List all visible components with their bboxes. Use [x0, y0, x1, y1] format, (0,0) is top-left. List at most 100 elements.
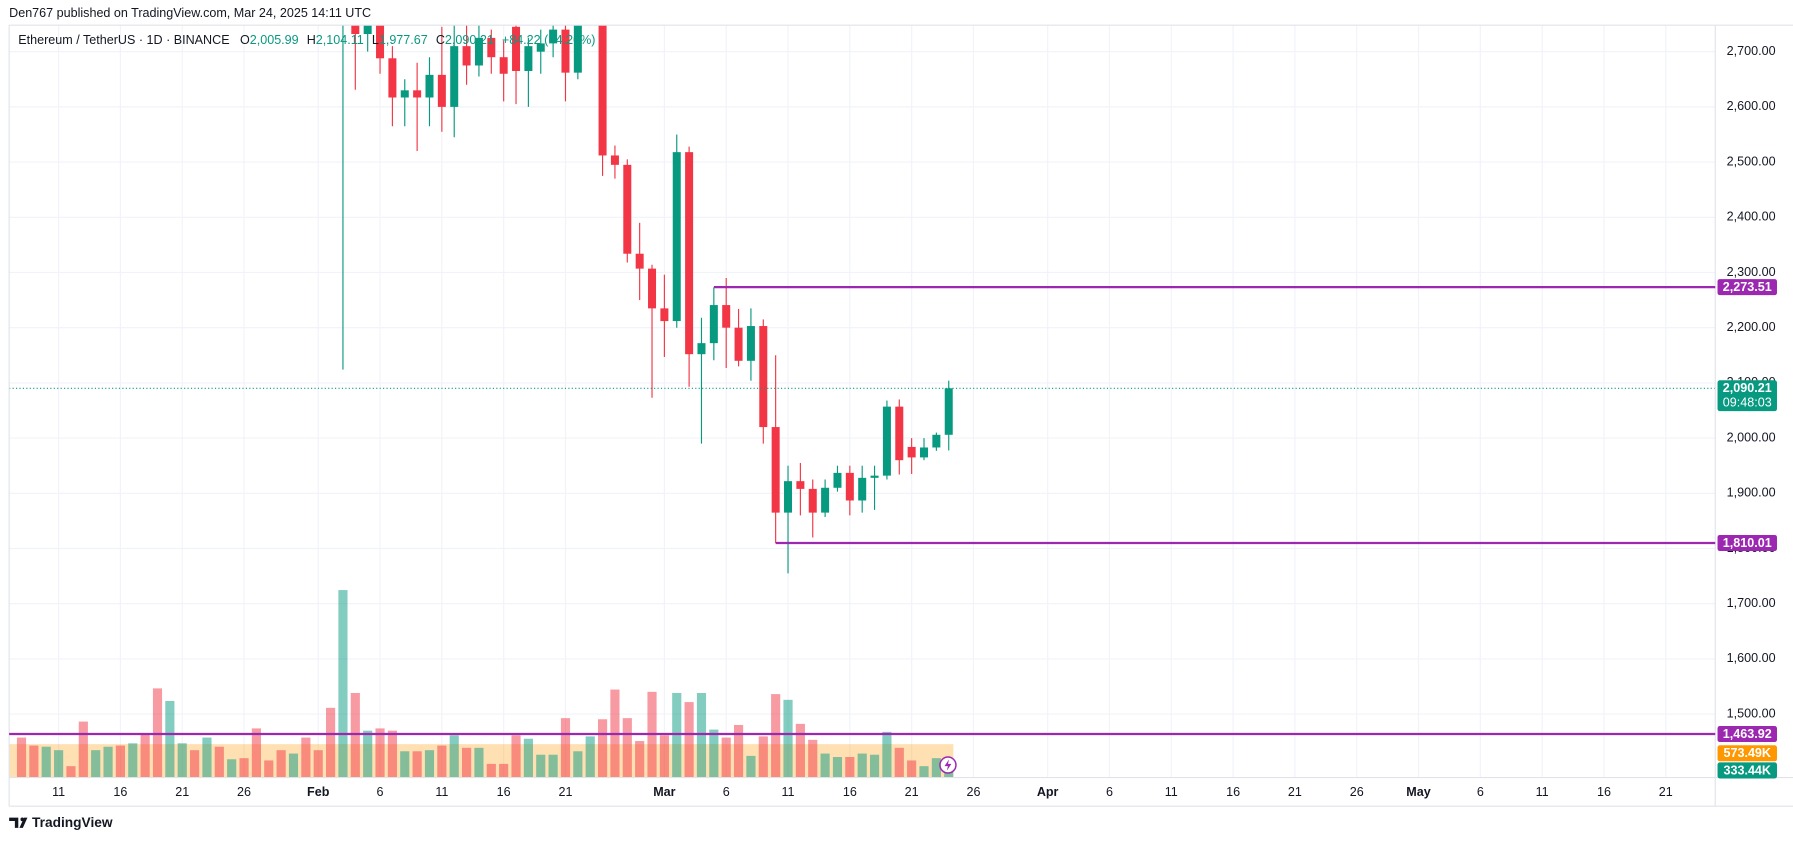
volume-bar [140, 734, 150, 778]
y-tick-label: 2,400.00 [1727, 210, 1776, 224]
volume-bar [78, 721, 88, 778]
volume-bar [672, 692, 682, 778]
y-tick-label: 1,900.00 [1727, 486, 1776, 500]
legend-value: 2,005.99 [250, 34, 299, 48]
volume-bar [313, 750, 323, 778]
level-label-box [1717, 534, 1777, 551]
volume-bar [795, 723, 805, 778]
level-label-box [1717, 279, 1777, 296]
candle-body [932, 434, 941, 448]
y-tick-label: 2,300.00 [1727, 265, 1776, 279]
volume-bar [474, 747, 484, 778]
last-price-box [1717, 380, 1777, 412]
candle-body [685, 152, 694, 355]
candle-body [672, 152, 681, 322]
volume-bar [919, 766, 929, 778]
volume-bar [227, 759, 237, 778]
candle-body [512, 26, 521, 71]
volume-bar [499, 763, 509, 778]
legend-key: H [307, 34, 316, 48]
level-label-box [1717, 726, 1777, 743]
volume-bar [869, 754, 880, 778]
level-label: 1,463.92 [1723, 727, 1772, 741]
footer: TradingView [32, 815, 113, 830]
legend-key: O [240, 34, 250, 48]
volume-bar [832, 757, 843, 778]
level-label: 2,273.51 [1723, 280, 1772, 294]
legend-key: L [372, 34, 379, 48]
x-tick-label: 21 [1288, 785, 1302, 799]
x-tick-label: 21 [175, 785, 189, 799]
candle-body [759, 326, 768, 428]
candle-body [400, 90, 409, 98]
volume-bar [622, 718, 632, 778]
legend-value: 2,090.21 [445, 34, 494, 48]
volume-bar [424, 750, 435, 778]
volume-bar [251, 728, 261, 778]
volume-bar [16, 737, 27, 778]
x-tick-label: 16 [113, 785, 127, 799]
level-label: 1,810.01 [1723, 536, 1772, 550]
volume-bar [29, 745, 39, 778]
candle-body [536, 43, 545, 52]
volume-bar [165, 700, 175, 778]
candle-body [648, 268, 657, 309]
candle-body [425, 74, 434, 98]
x-tick-label: 11 [1165, 785, 1178, 799]
candle-body [771, 427, 780, 513]
volume-bar [338, 590, 348, 778]
volume-bar [437, 745, 447, 778]
x-tick-label: 16 [843, 785, 857, 799]
volume-bar [684, 702, 694, 778]
x-tick-label: 6 [1106, 785, 1113, 799]
legend-value: 2,104.11 [316, 34, 364, 48]
volume-bar [783, 699, 793, 778]
volume-bar [486, 763, 496, 778]
volume-bar [276, 750, 286, 778]
candle-body [920, 447, 929, 458]
volume-bar [659, 735, 669, 778]
candle-body [462, 46, 471, 66]
x-tick-label: 6 [377, 785, 384, 799]
candle-body [450, 46, 459, 107]
candle-body [549, 29, 558, 44]
header: Den767 published on TradingView.com, Mar… [9, 6, 371, 20]
volume-ma-label: 573.49K [1724, 746, 1772, 760]
x-tick-label: 16 [1597, 785, 1611, 799]
y-tick-label: 2,000.00 [1727, 430, 1776, 444]
volume-bar [696, 692, 707, 778]
y-tick-label: 1,700.00 [1727, 596, 1776, 610]
volume-bar [214, 746, 224, 778]
legend: Ethereum / TetherUS · 1D · BINANCE O2,00… [18, 34, 595, 48]
candle-body [573, 25, 582, 73]
candle-body [907, 446, 916, 458]
volume-bar [771, 694, 781, 778]
countdown: 09:48:03 [1723, 395, 1772, 409]
volume-bar [202, 737, 212, 778]
volume-bar [845, 757, 855, 778]
x-tick-label: 11 [435, 785, 448, 799]
candle-body [561, 29, 570, 73]
volume-bar [350, 692, 360, 778]
volume-bar [733, 724, 744, 778]
alert-icon [939, 756, 957, 774]
candle-body [623, 164, 632, 254]
volume-bar [523, 738, 533, 778]
candle-body [487, 37, 496, 58]
candle-body [808, 488, 817, 513]
volume-bar [239, 758, 249, 778]
candle-body [363, 25, 372, 35]
volume-bar [635, 741, 645, 778]
volume-bar [326, 707, 336, 778]
x-tick-label: Feb [307, 785, 330, 799]
y-tick-label: 2,500.00 [1727, 154, 1776, 168]
volume-bar [907, 760, 917, 778]
volume-bar [264, 760, 274, 778]
candle-body [784, 481, 793, 513]
x-tick-label: 26 [966, 785, 980, 799]
volume-bar [115, 745, 125, 778]
candle-body [437, 74, 446, 107]
candle-body [833, 472, 842, 488]
